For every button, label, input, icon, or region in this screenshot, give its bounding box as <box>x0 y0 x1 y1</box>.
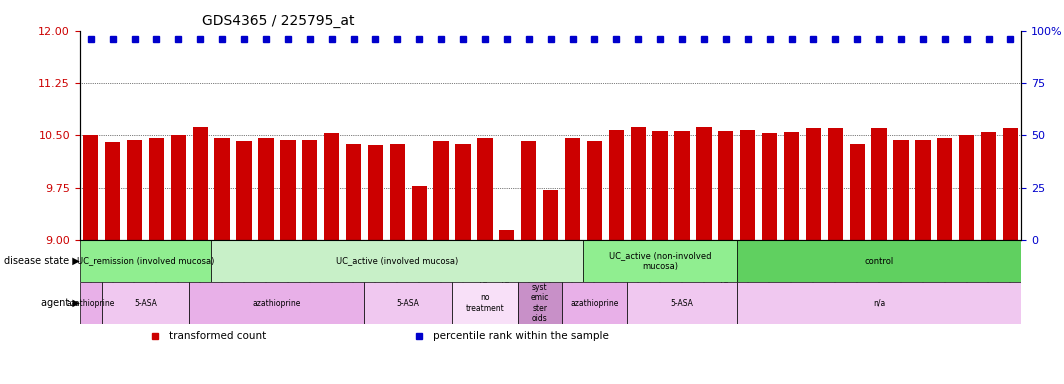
Bar <box>741 130 755 240</box>
Text: agent ▶: agent ▶ <box>40 298 80 308</box>
Text: 5-ASA: 5-ASA <box>134 298 156 308</box>
FancyBboxPatch shape <box>736 282 1021 324</box>
Bar <box>894 140 909 240</box>
FancyBboxPatch shape <box>628 282 736 324</box>
Bar <box>389 144 405 240</box>
Bar <box>368 145 383 240</box>
FancyBboxPatch shape <box>102 282 189 324</box>
FancyBboxPatch shape <box>583 240 736 282</box>
Bar <box>478 137 493 240</box>
Bar <box>302 140 317 240</box>
Text: 5-ASA: 5-ASA <box>670 298 694 308</box>
Bar <box>981 132 996 240</box>
Bar <box>543 190 559 240</box>
Bar <box>849 144 865 240</box>
Bar <box>871 129 886 240</box>
Text: no
treatment: no treatment <box>466 293 504 313</box>
Bar <box>433 141 449 240</box>
Bar <box>696 127 712 240</box>
Text: 5-ASA: 5-ASA <box>397 298 419 308</box>
FancyBboxPatch shape <box>452 282 518 324</box>
Bar <box>586 141 602 240</box>
FancyBboxPatch shape <box>736 240 1021 282</box>
FancyBboxPatch shape <box>189 282 365 324</box>
Text: UC_remission (involved mucosa): UC_remission (involved mucosa) <box>77 257 214 266</box>
Bar <box>170 136 186 240</box>
Text: percentile rank within the sample: percentile rank within the sample <box>433 331 609 341</box>
Bar <box>609 130 624 240</box>
Bar <box>259 137 273 240</box>
Bar <box>521 141 536 240</box>
Text: azathioprine: azathioprine <box>570 298 618 308</box>
FancyBboxPatch shape <box>211 240 583 282</box>
Bar <box>915 140 931 240</box>
Bar <box>499 230 515 240</box>
Bar <box>412 186 427 240</box>
FancyBboxPatch shape <box>518 282 562 324</box>
Bar <box>784 132 799 240</box>
Text: disease state ▶: disease state ▶ <box>4 256 80 266</box>
Bar <box>631 127 646 240</box>
FancyBboxPatch shape <box>80 240 211 282</box>
Bar <box>105 142 120 240</box>
Bar <box>762 133 778 240</box>
Text: control: control <box>864 257 894 266</box>
Bar <box>323 133 339 240</box>
Bar <box>937 137 952 240</box>
Bar <box>236 141 252 240</box>
Text: azathioprine: azathioprine <box>252 298 301 308</box>
Bar <box>805 129 821 240</box>
Text: GDS4365 / 225795_at: GDS4365 / 225795_at <box>202 14 354 28</box>
Bar <box>280 140 296 240</box>
FancyBboxPatch shape <box>365 282 452 324</box>
Bar <box>83 136 98 240</box>
Bar <box>149 137 164 240</box>
Bar <box>718 131 733 240</box>
Bar <box>828 129 843 240</box>
Bar <box>675 131 689 240</box>
Bar <box>565 137 580 240</box>
Bar <box>127 140 143 240</box>
Bar <box>1003 129 1018 240</box>
Bar <box>652 131 668 240</box>
Text: azathioprine: azathioprine <box>67 298 115 308</box>
FancyBboxPatch shape <box>80 282 102 324</box>
Bar <box>193 127 207 240</box>
Bar <box>215 137 230 240</box>
Text: UC_active (involved mucosa): UC_active (involved mucosa) <box>336 257 459 266</box>
Text: transformed count: transformed count <box>169 331 266 341</box>
Text: UC_active (non-involved
mucosa): UC_active (non-involved mucosa) <box>609 252 712 271</box>
Bar <box>346 144 361 240</box>
Text: syst
emic
ster
oids: syst emic ster oids <box>531 283 549 323</box>
FancyBboxPatch shape <box>562 282 628 324</box>
Bar <box>959 136 975 240</box>
Text: n/a: n/a <box>872 298 885 308</box>
Bar <box>455 144 470 240</box>
